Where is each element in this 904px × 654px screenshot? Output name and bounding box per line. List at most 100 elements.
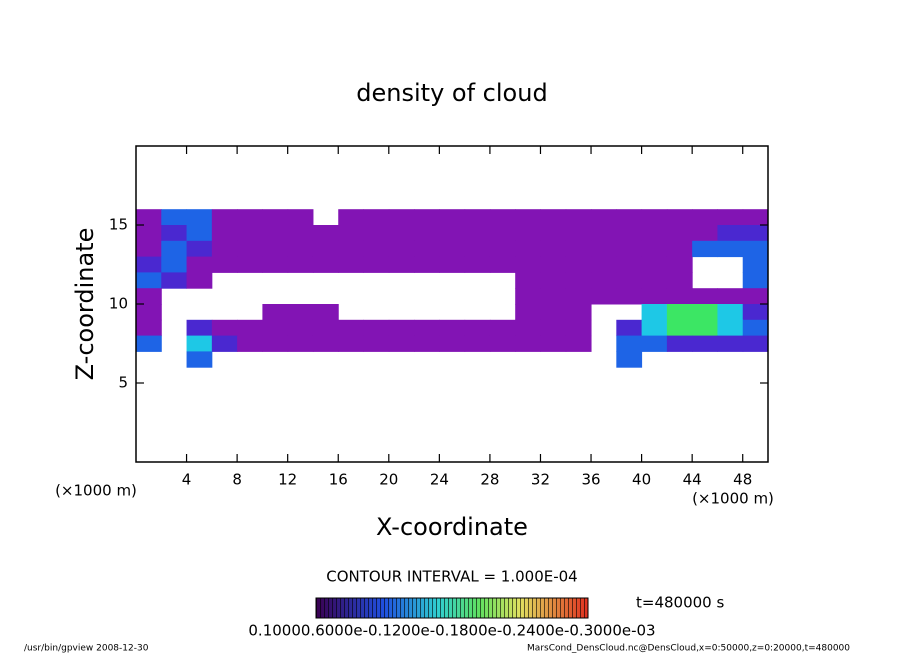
contour-cell bbox=[136, 288, 162, 305]
contour-cell bbox=[641, 272, 668, 289]
contour-cell bbox=[717, 225, 744, 242]
contour-cell bbox=[363, 240, 390, 258]
contour-cell bbox=[211, 240, 238, 258]
contour-cell bbox=[717, 209, 744, 226]
chart-title: density of cloud bbox=[356, 79, 547, 107]
contour-cell bbox=[237, 240, 263, 258]
contour-cell bbox=[666, 288, 693, 305]
footer-right: MarsCond_DensCloud.nc@DensCloud,x=0:5000… bbox=[527, 644, 850, 654]
contour-cell bbox=[338, 319, 365, 337]
contour-cell bbox=[742, 240, 769, 258]
contour-cell bbox=[692, 209, 718, 226]
x-tick-label: 44 bbox=[683, 471, 702, 489]
contour-cell bbox=[616, 240, 643, 258]
contour-cell bbox=[388, 209, 415, 226]
contour-cell bbox=[287, 319, 314, 337]
contour-cell bbox=[136, 335, 162, 352]
x-tick-label: 28 bbox=[480, 471, 499, 489]
contour-cell bbox=[540, 319, 567, 337]
contour-cell bbox=[692, 319, 718, 337]
contour-cell bbox=[692, 304, 718, 321]
contour-cell bbox=[262, 319, 289, 337]
contour-cell bbox=[616, 272, 643, 289]
contour-cell bbox=[414, 319, 440, 337]
contour-cell bbox=[717, 240, 744, 258]
contour-cell bbox=[439, 225, 466, 242]
contour-cell bbox=[186, 209, 213, 226]
contour-cell bbox=[388, 256, 415, 273]
contour-cell bbox=[161, 209, 188, 226]
contour-cell bbox=[742, 335, 769, 352]
contour-cell bbox=[262, 304, 289, 321]
y-unit: (×1000 m) bbox=[55, 482, 137, 500]
contour-cell bbox=[540, 256, 567, 273]
contour-cell bbox=[388, 335, 415, 352]
contour-cell bbox=[666, 240, 693, 258]
contour-cell bbox=[742, 304, 769, 321]
x-unit: (×1000 m) bbox=[692, 490, 774, 508]
contour-cell bbox=[666, 209, 693, 226]
contour-cell bbox=[237, 335, 263, 352]
contour-cell bbox=[742, 288, 769, 305]
contour-cell bbox=[287, 256, 314, 273]
contour-cell bbox=[439, 319, 466, 337]
contour-cell bbox=[641, 319, 668, 337]
contour-cell bbox=[515, 288, 541, 305]
contour-cell bbox=[338, 240, 365, 258]
contour-cell bbox=[439, 240, 466, 258]
contour-cell bbox=[237, 256, 263, 273]
contour-cell bbox=[666, 256, 693, 273]
contour-cell bbox=[136, 256, 162, 273]
contour-cell bbox=[136, 240, 162, 258]
contour-cell bbox=[161, 225, 188, 242]
contour-cell bbox=[666, 335, 693, 352]
contour-cell bbox=[666, 272, 693, 289]
contour-cell bbox=[515, 256, 541, 273]
contour-cell bbox=[338, 209, 365, 226]
contour-cell bbox=[641, 240, 668, 258]
contour-cell bbox=[565, 335, 592, 352]
contour-cell bbox=[237, 319, 263, 337]
contour-cell bbox=[616, 256, 643, 273]
contour-cell bbox=[136, 272, 162, 289]
contour-cell bbox=[211, 225, 238, 242]
contour-cell bbox=[540, 240, 567, 258]
contour-cell bbox=[591, 209, 617, 226]
contour-cell bbox=[439, 335, 466, 352]
contour-cell bbox=[641, 335, 668, 352]
contour-cell bbox=[464, 319, 491, 337]
contour-cell bbox=[262, 256, 289, 273]
contour-cell bbox=[489, 256, 516, 273]
contour-fill bbox=[136, 209, 769, 368]
contour-cell bbox=[742, 272, 769, 289]
contour-cell bbox=[414, 335, 440, 352]
y-tick-label: 10 bbox=[109, 295, 128, 313]
contour-cell bbox=[742, 319, 769, 337]
contour-cell bbox=[312, 304, 339, 321]
contour-cell bbox=[515, 335, 541, 352]
contour-cell bbox=[692, 288, 718, 305]
contour-cell bbox=[742, 256, 769, 273]
contour-cell bbox=[742, 209, 769, 226]
contour-cell bbox=[540, 272, 567, 289]
contour-cell bbox=[641, 288, 668, 305]
contour-cell bbox=[388, 319, 415, 337]
contour-cell bbox=[312, 335, 339, 352]
contour-cell bbox=[262, 209, 289, 226]
contour-cell bbox=[414, 240, 440, 258]
contour-cell bbox=[591, 225, 617, 242]
contour-cell bbox=[388, 225, 415, 242]
contour-cell bbox=[489, 240, 516, 258]
contour-cell bbox=[616, 335, 643, 352]
contour-cell bbox=[489, 319, 516, 337]
contour-cell bbox=[489, 335, 516, 352]
contour-cell bbox=[666, 225, 693, 242]
contour-cell bbox=[540, 304, 567, 321]
contour-cell bbox=[136, 304, 162, 321]
contour-cell bbox=[717, 319, 744, 337]
contour-cell bbox=[186, 319, 213, 337]
contour-cell bbox=[616, 351, 643, 368]
contour-cell bbox=[312, 256, 339, 273]
contour-cell bbox=[641, 225, 668, 242]
